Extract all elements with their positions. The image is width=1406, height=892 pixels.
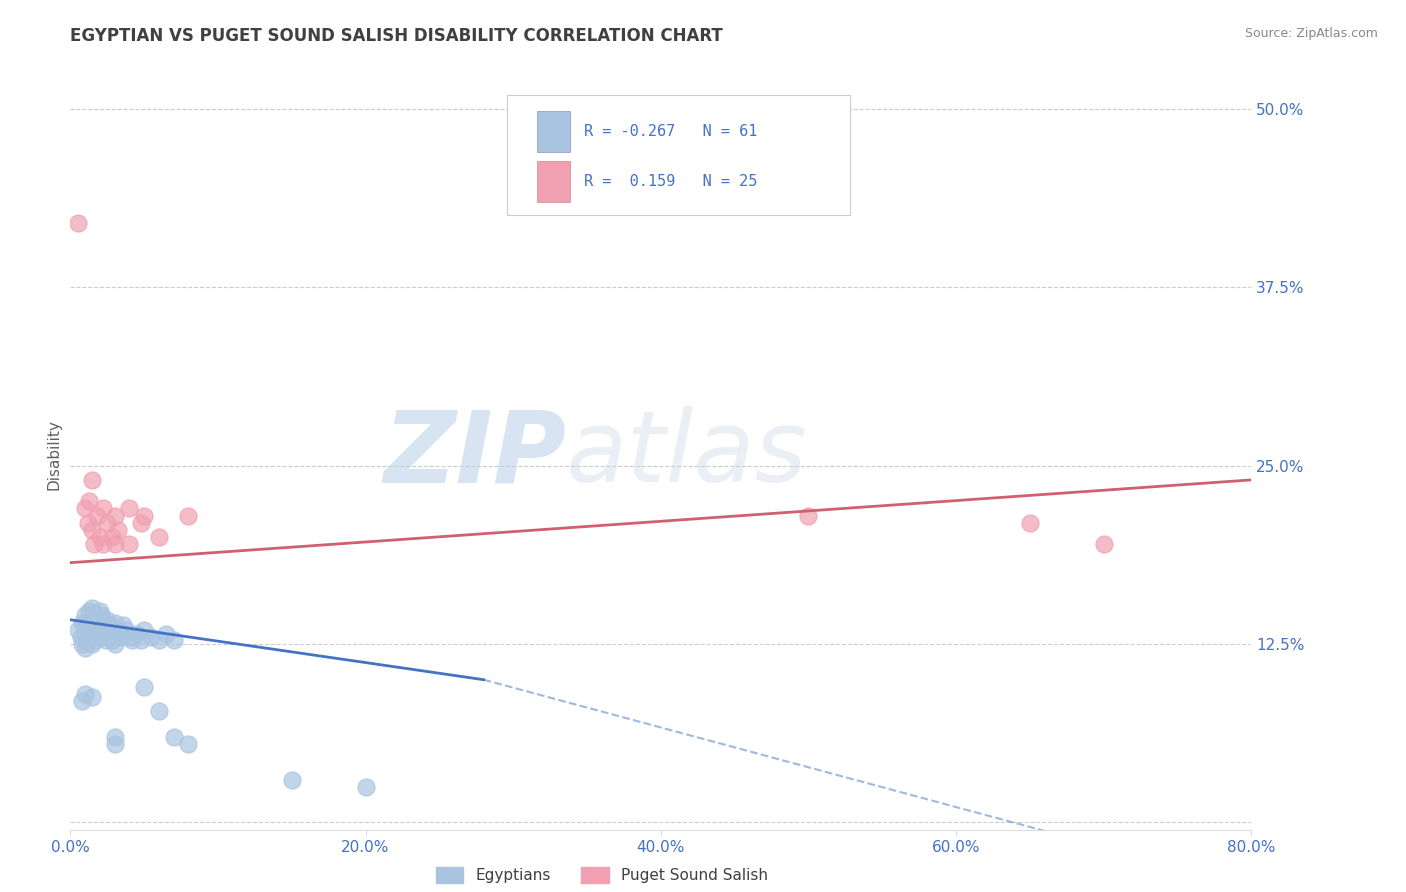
Point xyxy=(132,680,156,694)
Point xyxy=(125,627,148,641)
Point xyxy=(69,630,91,644)
Point xyxy=(89,630,111,644)
Point xyxy=(83,608,105,623)
Point xyxy=(83,537,105,551)
Point xyxy=(91,501,114,516)
Point xyxy=(94,632,117,647)
Point xyxy=(82,627,104,641)
Point xyxy=(82,637,104,651)
Point xyxy=(79,604,101,618)
Point xyxy=(79,630,101,644)
Legend: Egyptians, Puget Sound Salish: Egyptians, Puget Sound Salish xyxy=(429,862,775,889)
Point xyxy=(110,630,132,644)
Point xyxy=(77,516,100,530)
Point xyxy=(107,623,129,637)
Point xyxy=(141,630,163,644)
Point xyxy=(163,730,186,744)
Point xyxy=(155,627,177,641)
FancyBboxPatch shape xyxy=(537,111,569,152)
Point xyxy=(354,780,377,794)
Point xyxy=(80,613,103,627)
Point xyxy=(66,216,89,230)
Point xyxy=(75,608,96,623)
Point xyxy=(79,494,101,508)
Point xyxy=(77,623,100,637)
Point xyxy=(129,632,152,647)
Point xyxy=(91,537,114,551)
Point xyxy=(82,690,104,704)
Text: atlas: atlas xyxy=(567,407,808,503)
Point xyxy=(84,632,107,647)
Point xyxy=(281,772,304,787)
Point xyxy=(177,508,200,523)
Point xyxy=(148,704,170,718)
Point xyxy=(121,632,143,647)
Point xyxy=(100,530,122,544)
Point xyxy=(118,501,141,516)
Point xyxy=(104,615,127,630)
Point xyxy=(89,613,111,627)
Point xyxy=(177,737,200,751)
Point xyxy=(82,523,104,537)
Point xyxy=(87,623,110,637)
Point xyxy=(96,516,118,530)
Point xyxy=(93,623,115,637)
Point xyxy=(104,537,127,551)
Text: R =  0.159   N = 25: R = 0.159 N = 25 xyxy=(583,174,758,189)
Point xyxy=(100,632,122,647)
Point xyxy=(89,604,111,618)
Point xyxy=(104,737,127,751)
Point xyxy=(115,623,138,637)
Point xyxy=(132,508,156,523)
Point xyxy=(75,618,96,632)
Text: Source: ZipAtlas.com: Source: ZipAtlas.com xyxy=(1244,27,1378,40)
Point xyxy=(91,615,114,630)
Point xyxy=(77,615,100,630)
Point xyxy=(75,687,96,701)
Point xyxy=(104,730,127,744)
Point xyxy=(96,613,118,627)
Y-axis label: Disability: Disability xyxy=(46,419,62,491)
Point xyxy=(75,641,96,656)
Point xyxy=(82,473,104,487)
Point xyxy=(70,694,93,708)
FancyBboxPatch shape xyxy=(537,161,569,202)
Point xyxy=(89,530,111,544)
Point xyxy=(90,608,112,623)
Point xyxy=(86,615,108,630)
Text: EGYPTIAN VS PUGET SOUND SALISH DISABILITY CORRELATION CHART: EGYPTIAN VS PUGET SOUND SALISH DISABILIT… xyxy=(70,27,723,45)
Point xyxy=(75,627,96,641)
Point xyxy=(148,530,170,544)
Point xyxy=(82,618,104,632)
Point xyxy=(70,637,93,651)
Point xyxy=(104,627,127,641)
Point xyxy=(107,523,129,537)
Point xyxy=(86,508,108,523)
Point xyxy=(70,615,93,630)
Point xyxy=(797,508,820,523)
Text: ZIP: ZIP xyxy=(384,407,567,503)
Point xyxy=(132,623,156,637)
Point xyxy=(112,618,135,632)
Point xyxy=(82,601,104,615)
Point xyxy=(1018,516,1040,530)
Point xyxy=(98,625,121,640)
Point xyxy=(66,623,89,637)
Point xyxy=(129,516,152,530)
Point xyxy=(148,632,170,647)
Point xyxy=(118,630,141,644)
Point xyxy=(1092,537,1115,551)
Point xyxy=(104,637,127,651)
Point xyxy=(97,618,120,632)
Text: R = -0.267   N = 61: R = -0.267 N = 61 xyxy=(583,124,758,139)
FancyBboxPatch shape xyxy=(508,95,849,215)
Point xyxy=(89,621,111,635)
Point xyxy=(118,537,141,551)
Point xyxy=(104,508,127,523)
Point xyxy=(163,632,186,647)
Point xyxy=(75,632,96,647)
Point xyxy=(75,501,96,516)
